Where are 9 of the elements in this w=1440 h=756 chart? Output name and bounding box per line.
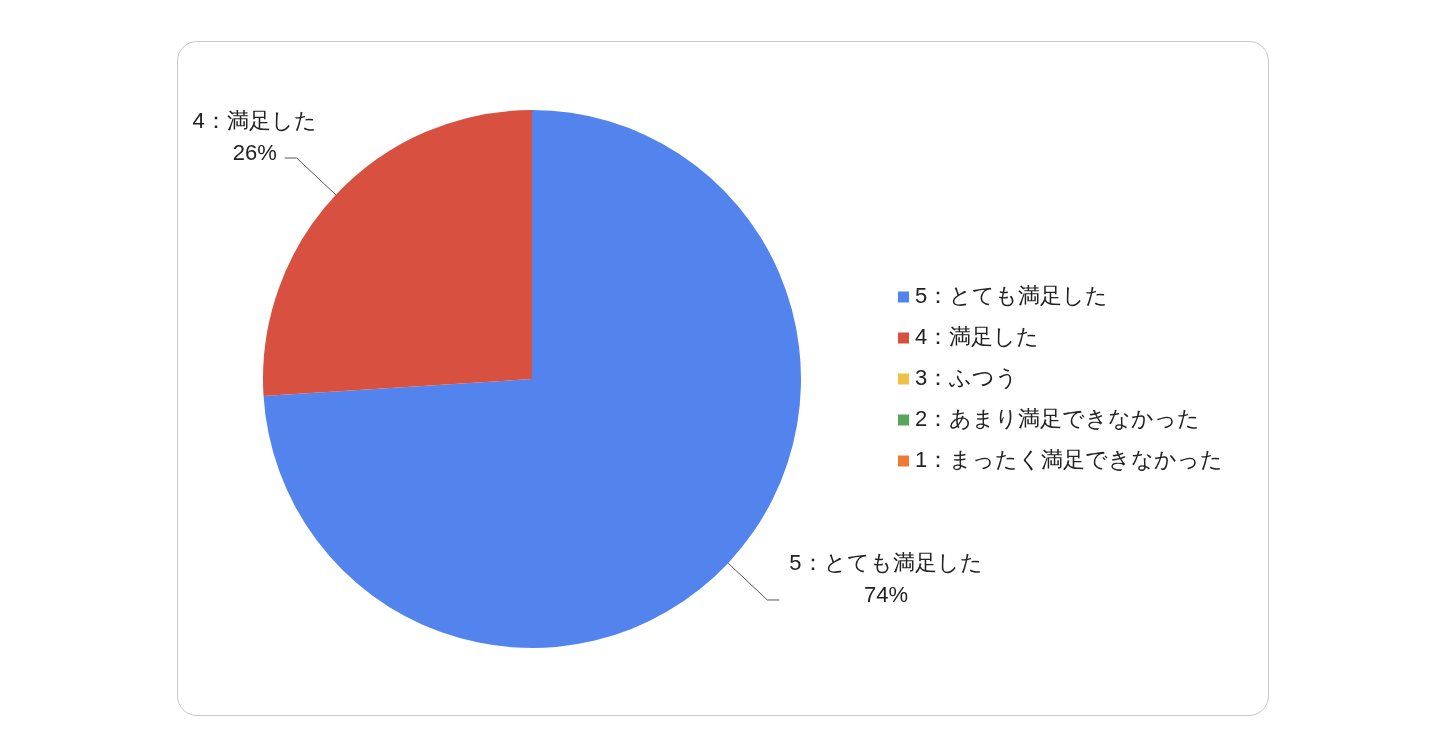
- legend-label: 3：ふつう: [915, 365, 1019, 391]
- legend-label: 5：とても満足した: [915, 283, 1109, 309]
- data-label: 74%: [863, 582, 908, 608]
- legend-label: 4：満足した: [915, 324, 1040, 350]
- data-label: 26%: [232, 140, 277, 166]
- slice-label: 4：満足した: [192, 108, 317, 134]
- legend-label: 2：あまり満足できなかった: [915, 406, 1201, 432]
- legend-label: 1：まったく満足できなかった: [915, 447, 1224, 473]
- slice-label: 5：とても満足した: [789, 550, 983, 576]
